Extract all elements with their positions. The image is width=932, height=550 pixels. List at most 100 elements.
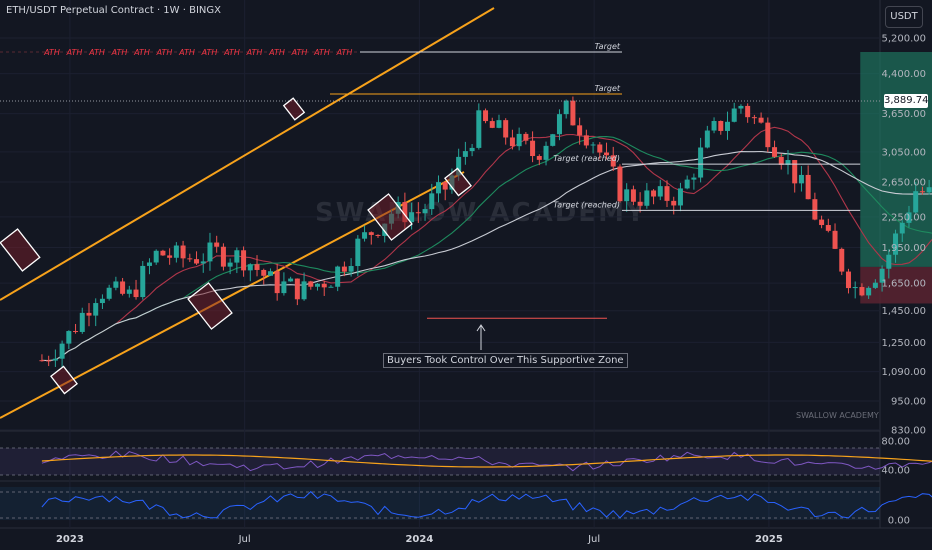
y-tick-label: 2,650.00 xyxy=(881,177,926,188)
candle-body xyxy=(133,289,139,298)
candle-body xyxy=(335,266,341,287)
price-level-label: Target xyxy=(595,84,621,93)
candle-body xyxy=(73,331,79,333)
rsi-signal-line xyxy=(41,454,932,468)
candle-body xyxy=(886,254,892,269)
highlight-box xyxy=(0,228,41,272)
candle-body xyxy=(321,283,327,288)
moving-average-mid xyxy=(41,136,932,362)
candle-body xyxy=(919,191,925,193)
candle-body xyxy=(570,100,576,126)
ath-label: ATH xyxy=(336,48,353,57)
candle-body xyxy=(523,133,529,141)
candle-body xyxy=(456,156,462,176)
candle-body xyxy=(368,232,374,235)
candle-body xyxy=(146,262,152,266)
oscillator-y-tick: 40.00 xyxy=(881,466,910,477)
ath-label: ATH xyxy=(223,48,240,57)
y-tick-label: 3,650.00 xyxy=(881,109,926,120)
candle-body xyxy=(798,174,804,184)
candle-body xyxy=(39,360,45,362)
currency-button[interactable]: USDT xyxy=(885,6,923,28)
candle-body xyxy=(832,230,838,249)
candle-body xyxy=(79,312,85,332)
candle-body xyxy=(503,120,509,138)
candle-body xyxy=(220,246,226,267)
candle-body xyxy=(583,135,589,146)
candle-body xyxy=(422,209,428,214)
candle-body xyxy=(462,151,468,157)
candle-body xyxy=(785,160,791,165)
candle-body xyxy=(617,166,623,202)
candle-body xyxy=(247,264,253,271)
candle-body xyxy=(173,245,179,258)
candle-body xyxy=(180,245,186,259)
support-annotation: Buyers Took Control Over This Supportive… xyxy=(383,353,628,368)
ath-label: ATH xyxy=(246,48,263,57)
candle-body xyxy=(745,105,751,118)
candle-body xyxy=(852,287,858,289)
candle-body xyxy=(563,100,569,115)
oscillator-y-tick: 80.00 xyxy=(881,437,910,448)
candle-body xyxy=(200,261,206,264)
y-tick-label: 5,200.00 xyxy=(881,34,926,45)
candle-body xyxy=(99,298,105,304)
current-price-tag: 3,889.74 xyxy=(884,94,929,108)
candle-body xyxy=(281,281,287,294)
candle-body xyxy=(724,121,730,131)
ath-label: ATH xyxy=(313,48,330,57)
candle-body xyxy=(435,182,441,194)
x-tick-label: 2025 xyxy=(755,534,783,545)
stop-zone xyxy=(860,266,932,304)
chart-title: ETH/USDT Perpetual Contract · 1W · BINGX xyxy=(6,5,221,16)
candle-body xyxy=(590,144,596,146)
candle-body xyxy=(718,120,724,131)
candle-body xyxy=(711,120,717,131)
support-arrow-head xyxy=(476,324,486,332)
x-tick-label: 2023 xyxy=(56,534,84,545)
candle-body xyxy=(469,147,475,152)
candle-body xyxy=(684,179,690,189)
candle-body xyxy=(341,266,347,272)
candle-body xyxy=(106,287,112,299)
candle-body xyxy=(66,331,72,344)
ath-label: ATH xyxy=(201,48,218,57)
candle-body xyxy=(308,281,314,287)
ath-label: ATH xyxy=(178,48,195,57)
candle-body xyxy=(624,189,630,202)
candle-body xyxy=(516,133,522,147)
candle-body xyxy=(315,283,321,287)
candle-body xyxy=(234,250,240,263)
candle-body xyxy=(509,137,515,147)
candle-body xyxy=(86,312,92,316)
candle-body xyxy=(328,286,334,288)
candle-body xyxy=(207,242,213,262)
ath-label: ATH xyxy=(291,48,308,57)
candle-body xyxy=(637,201,643,206)
candle-body xyxy=(906,212,912,223)
stoch-band xyxy=(0,487,880,520)
candle-body xyxy=(758,117,764,123)
candle-body xyxy=(120,281,126,294)
candle-body xyxy=(355,238,361,267)
candle-body xyxy=(644,190,650,206)
candle-body xyxy=(140,265,146,298)
y-tick-label: 1,450.00 xyxy=(881,306,926,317)
x-tick-label: 2024 xyxy=(405,534,433,545)
candle-body xyxy=(274,271,280,294)
candle-body xyxy=(46,360,52,362)
highlight-box xyxy=(444,167,472,197)
oscillator-y-tick: 0.00 xyxy=(888,516,910,527)
candle-body xyxy=(442,182,448,190)
candle-body xyxy=(429,193,435,210)
candle-body xyxy=(59,343,65,359)
candle-body xyxy=(926,187,932,193)
candle-body xyxy=(597,144,603,153)
candle-body xyxy=(630,189,636,202)
candle-body xyxy=(415,212,421,214)
candle-body xyxy=(825,225,831,231)
candle-body xyxy=(664,186,670,201)
candle-body xyxy=(496,120,502,128)
rsi-band xyxy=(0,448,880,475)
